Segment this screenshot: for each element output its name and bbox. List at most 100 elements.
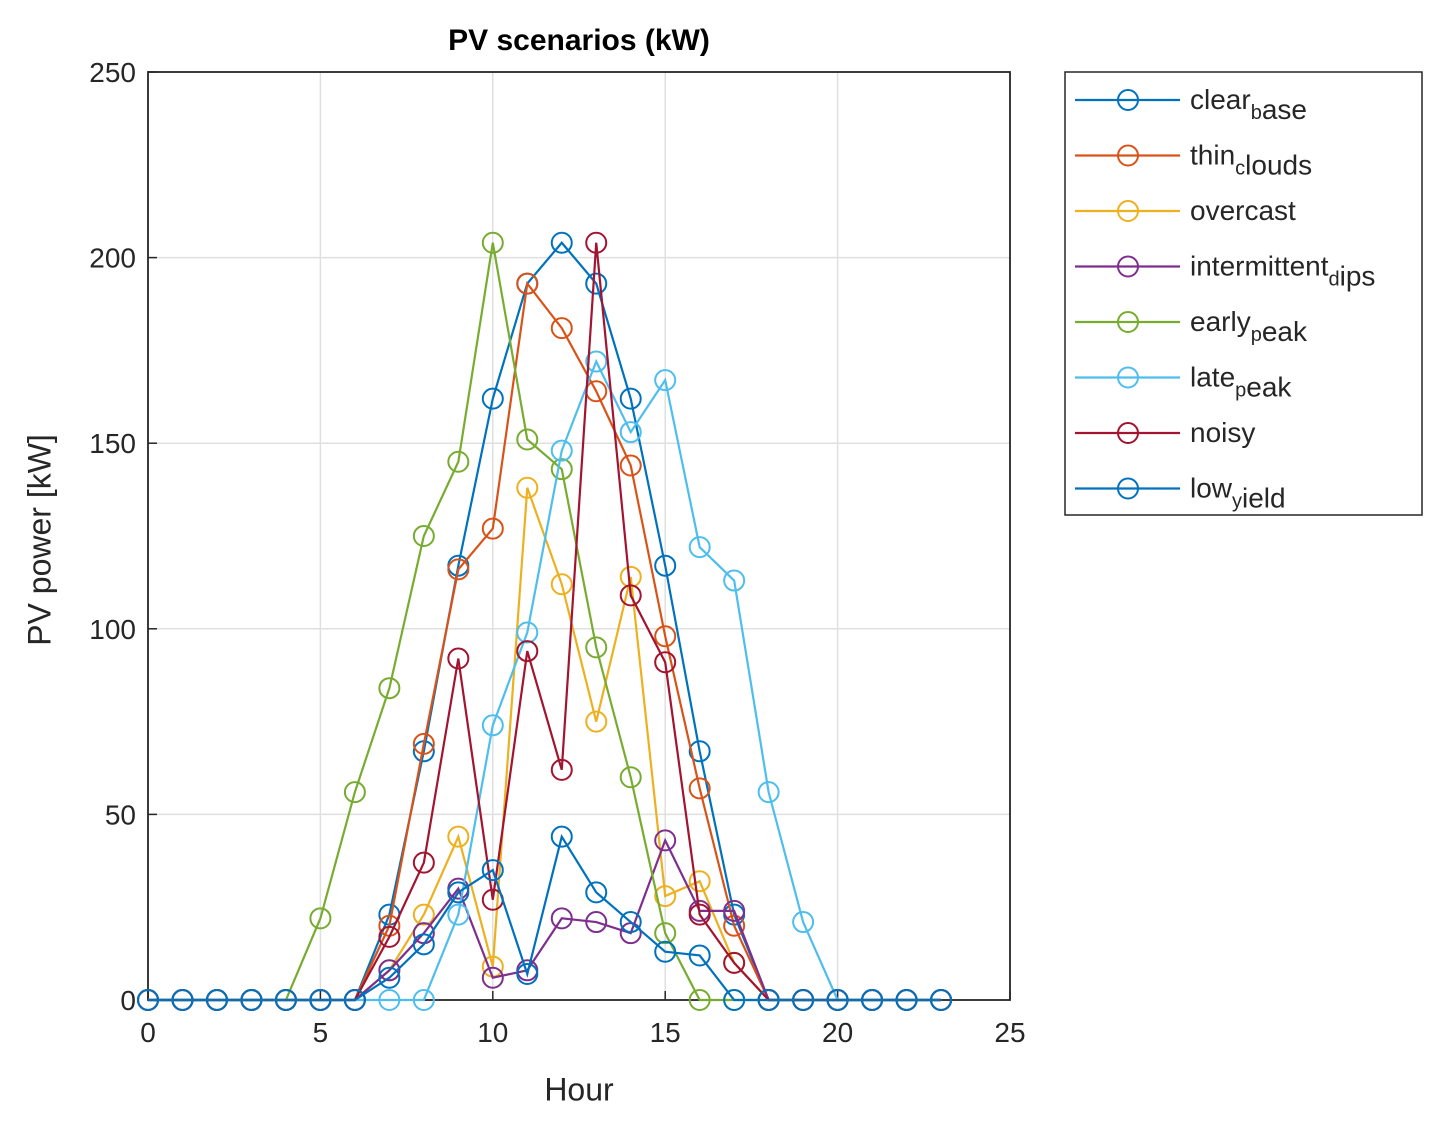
data-point [861, 989, 884, 1011]
legend-marker [1117, 477, 1139, 500]
data-point [309, 907, 332, 930]
data-point [757, 989, 780, 1011]
data-point [481, 714, 504, 737]
data-point [447, 881, 470, 904]
data-point [378, 959, 401, 982]
y-tick-label: 200 [89, 243, 136, 274]
data-point [412, 903, 435, 926]
legend-label: overcast [1190, 195, 1296, 226]
data-point [137, 989, 159, 1011]
y-tick-label: 50 [105, 799, 136, 830]
data-point [654, 625, 677, 648]
data-point [654, 885, 677, 908]
y-axis-label: PV power [kW] [21, 434, 57, 646]
data-point [447, 647, 470, 670]
chart-title: PV scenarios (kW) [448, 24, 710, 57]
data-point [447, 450, 470, 473]
data-point [240, 989, 263, 1011]
data-point [516, 476, 539, 499]
data-point [447, 558, 470, 581]
data-point [826, 989, 849, 1011]
data-point [447, 903, 470, 926]
data-point [585, 272, 608, 295]
data-point [412, 525, 435, 547]
x-tick-label: 25 [994, 1017, 1025, 1048]
data-point [378, 677, 401, 700]
legend-label: noisy [1190, 417, 1255, 448]
data-point [343, 989, 366, 1011]
data-point [274, 989, 297, 1011]
data-point [412, 989, 435, 1011]
data-point [895, 989, 918, 1011]
x-tick-label: 10 [477, 1017, 508, 1048]
legend-marker [1117, 311, 1139, 333]
data-point [723, 914, 746, 937]
x-tick-label: 5 [313, 1017, 329, 1048]
data-point [619, 766, 642, 789]
data-point [619, 421, 642, 444]
series-line [148, 833, 942, 1002]
data-point [688, 777, 711, 800]
data-point [343, 781, 366, 804]
legend-marker [1117, 422, 1139, 444]
legend-label: clearbase [1190, 84, 1307, 125]
plot-frame [147, 71, 1011, 1001]
x-axis-label: Hour [544, 1071, 614, 1107]
data-point [723, 951, 746, 974]
x-tick-label: 0 [140, 1017, 156, 1048]
legend-label: lowyield [1190, 473, 1286, 514]
legend-marker [1117, 255, 1139, 278]
data-point [516, 640, 539, 663]
data-point [930, 989, 953, 1011]
data-point [378, 989, 401, 1011]
data-point [481, 387, 504, 410]
data-point [688, 989, 711, 1011]
data-point [550, 458, 573, 481]
y-tick-label: 250 [89, 57, 136, 88]
data-point [654, 940, 677, 963]
data-point [619, 911, 642, 934]
data-point [585, 911, 608, 934]
data-point [481, 966, 504, 989]
x-tick-label: 15 [650, 1017, 681, 1048]
data-point [585, 350, 608, 373]
data-point [378, 925, 401, 948]
legend-marker [1117, 144, 1139, 167]
y-tick-label: 0 [120, 985, 136, 1016]
x-tick-label: 20 [822, 1017, 853, 1048]
legend-label: latepeak [1190, 362, 1292, 403]
legend-label: earlypeak [1190, 306, 1308, 347]
data-point [481, 859, 504, 882]
y-tick-label: 100 [89, 614, 136, 645]
data-point [585, 881, 608, 904]
legend-marker [1117, 366, 1139, 389]
data-point [619, 584, 642, 607]
data-point [550, 231, 573, 254]
data-point [654, 369, 677, 392]
data-point [171, 989, 194, 1011]
data-point [723, 569, 746, 592]
data-point [447, 825, 470, 848]
legend-marker [1117, 200, 1139, 222]
data-point [516, 272, 539, 295]
data-point [619, 454, 642, 477]
data-point [550, 825, 573, 848]
data-point [412, 933, 435, 956]
data-point [205, 989, 228, 1011]
legend-label: intermittentdips [1190, 251, 1375, 292]
data-point [654, 651, 677, 674]
data-point [550, 907, 573, 930]
data-point [481, 231, 504, 254]
data-point [550, 317, 573, 340]
data-point [792, 911, 815, 934]
plot-area [148, 72, 1010, 1000]
data-point [688, 903, 711, 926]
data-point [654, 922, 677, 945]
data-point [516, 963, 539, 986]
data-point [516, 428, 539, 451]
data-point [723, 989, 746, 1011]
data-point [723, 899, 746, 922]
data-point [412, 851, 435, 874]
data-point [516, 621, 539, 644]
